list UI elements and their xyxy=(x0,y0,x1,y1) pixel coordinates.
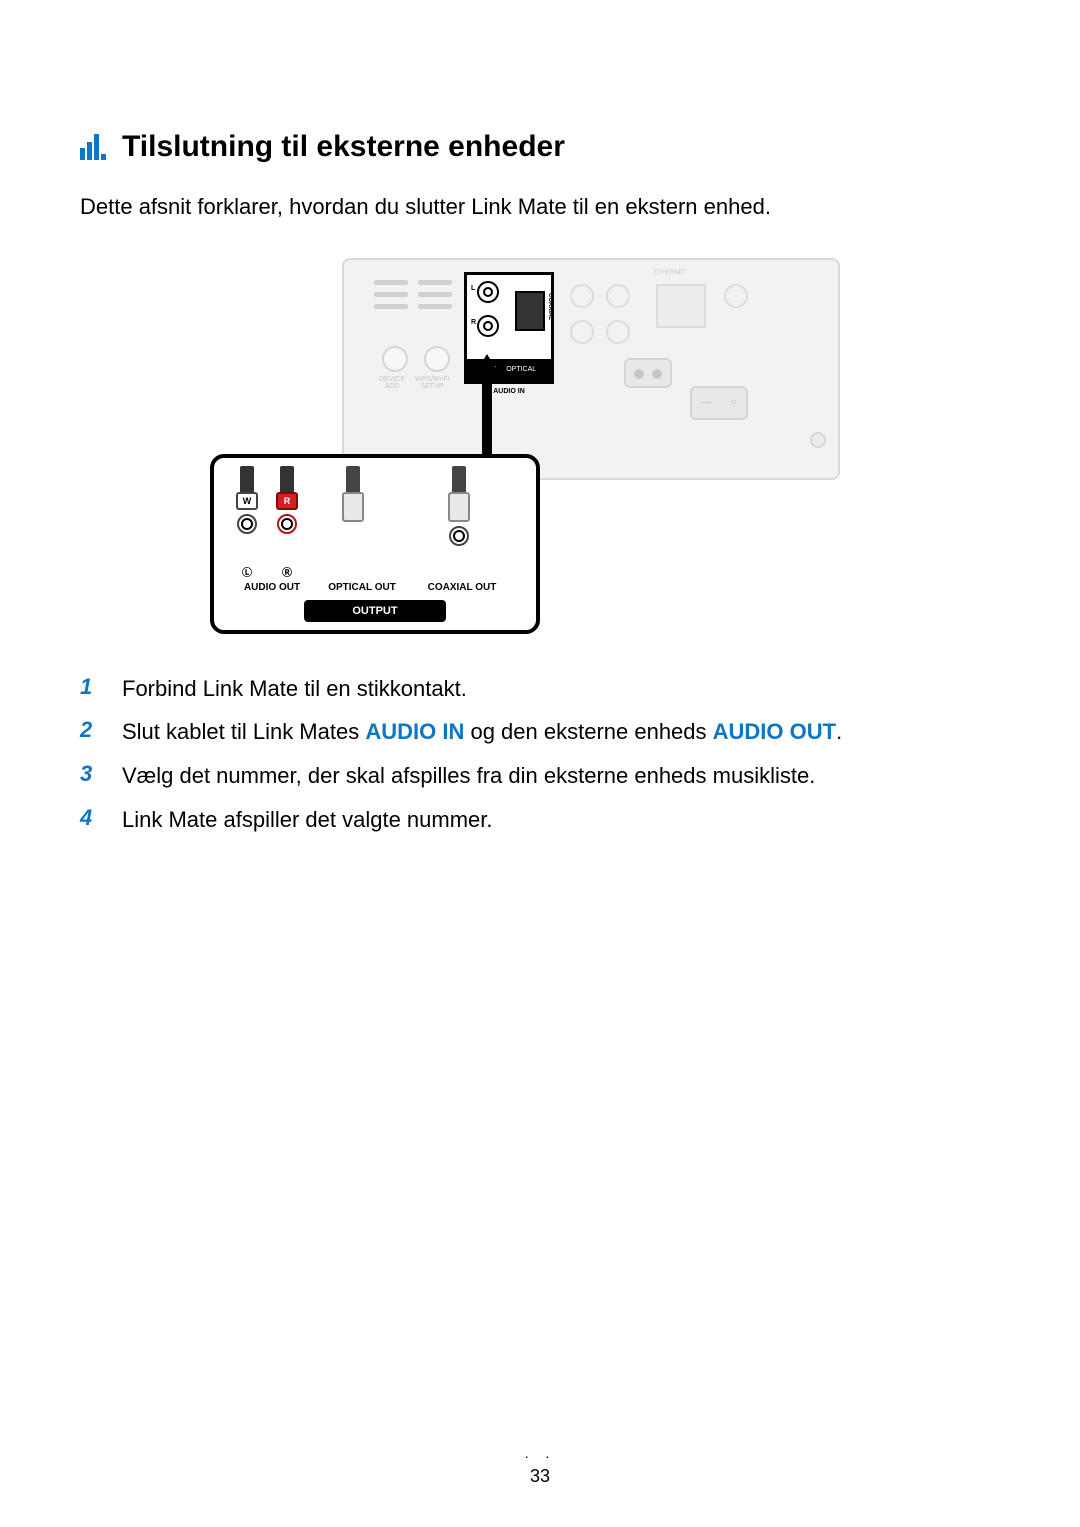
cable-w-label: W xyxy=(236,492,258,510)
coaxial-cable xyxy=(446,466,472,566)
instruction-steps: 1 Forbind Link Mate til en stikkontakt. … xyxy=(80,674,1000,835)
device-add-button xyxy=(382,346,408,372)
lr-r-label: Ⓡ xyxy=(282,564,292,579)
rca-cable-white: W xyxy=(234,466,260,566)
audio-in-label: AUDIO IN xyxy=(467,388,551,395)
optical-label: OPTICAL xyxy=(506,366,536,373)
heading-bars-icon xyxy=(80,134,108,160)
device-add-label: DEVICE ADD xyxy=(372,376,412,390)
page-number: · · 33 xyxy=(0,1448,1080,1487)
audio-out-label: AUDIO OUT xyxy=(232,582,312,593)
screw-icon xyxy=(810,432,826,448)
audio-out-jack xyxy=(606,320,630,344)
cable-r-label: R xyxy=(276,492,298,510)
jack-l-label: L xyxy=(471,285,475,292)
optical-cable xyxy=(340,466,366,566)
intro-text: Dette afsnit forklarer, hvordan du slutt… xyxy=(80,192,1000,222)
coaxial-label: COAXIAL xyxy=(547,293,553,320)
heading-text: Tilslutning til eksterne enheder xyxy=(122,130,565,164)
wifi-setup-label: WPS/Wi-Fi SETUP xyxy=(412,376,452,390)
wifi-setup-button xyxy=(424,346,450,372)
aux-jack-l xyxy=(477,281,499,303)
optical-out-label: OPTICAL OUT xyxy=(322,582,402,593)
ethernet-label: ETHERNET xyxy=(654,270,686,276)
vent-grille xyxy=(374,280,454,350)
audio-out-jack xyxy=(570,284,594,308)
connection-diagram: DEVICE ADD WPS/Wi-Fi SETUP L R COAXIAL A… xyxy=(80,258,1000,638)
step-row: 3 Vælg det nummer, der skal afspilles fr… xyxy=(80,761,1000,791)
step-text: Forbind Link Mate til en stikkontakt. xyxy=(122,674,467,704)
page-number-value: 33 xyxy=(530,1466,550,1486)
service-port xyxy=(724,284,748,308)
page: Tilslutning til eksterne enheder Dette a… xyxy=(0,0,1080,1527)
step-text: Slut kablet til Link Mates AUDIO IN og d… xyxy=(122,717,842,747)
step-number: 4 xyxy=(80,805,104,835)
ethernet-port xyxy=(656,284,706,328)
step-number: 3 xyxy=(80,761,104,791)
step-text: Vælg det nummer, der skal afspilles fra … xyxy=(122,761,815,791)
coaxial-out-label: COAXIAL OUT xyxy=(422,582,502,593)
step-number: 1 xyxy=(80,674,104,704)
device-back-panel: DEVICE ADD WPS/Wi-Fi SETUP L R COAXIAL A… xyxy=(342,258,840,480)
audio-out-jack xyxy=(606,284,630,308)
power-switch: —○ xyxy=(690,386,748,420)
step-row: 4 Link Mate afspiller det valgte nummer. xyxy=(80,805,1000,835)
jack-r-label: R xyxy=(471,319,476,326)
power-socket xyxy=(624,358,672,388)
audio-out-jack xyxy=(570,320,594,344)
section-heading: Tilslutning til eksterne enheder xyxy=(80,130,1000,164)
aux-jack-r xyxy=(477,315,499,337)
output-bar-label: OUTPUT xyxy=(304,600,446,622)
step-number: 2 xyxy=(80,717,104,747)
step-row: 1 Forbind Link Mate til en stikkontakt. xyxy=(80,674,1000,704)
lr-l-label: Ⓛ xyxy=(242,564,252,579)
optical-port xyxy=(515,291,545,331)
rca-cable-red: R xyxy=(274,466,300,566)
external-output-box: W R Ⓛ Ⓡ AUDIO OUT OPTICAL OUT COAXIAL OU… xyxy=(210,454,540,634)
page-dots-icon: · · xyxy=(0,1448,1080,1464)
step-text: Link Mate afspiller det valgte nummer. xyxy=(122,805,493,835)
step-row: 2 Slut kablet til Link Mates AUDIO IN og… xyxy=(80,717,1000,747)
